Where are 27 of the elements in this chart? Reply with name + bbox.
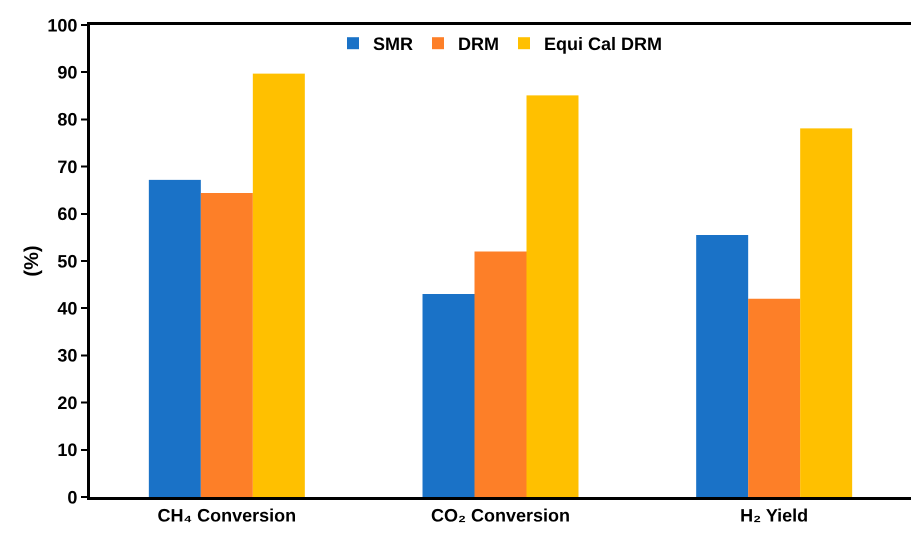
legend-label: Equi Cal DRM (544, 34, 662, 54)
legend-label: SMR (373, 34, 413, 54)
y-tick-label: 10 (57, 440, 78, 460)
y-tick-label: 60 (57, 204, 78, 224)
y-tick-label: 100 (47, 15, 78, 36)
x-tick-label: H₂ Yield (740, 506, 808, 526)
bar (200, 193, 253, 497)
y-tick-label: 80 (57, 110, 78, 130)
y-tick-label: 90 (57, 62, 78, 82)
x-tick-label: CH₄ Conversion (158, 506, 296, 526)
legend-label: DRM (458, 34, 499, 54)
bar (148, 180, 201, 497)
bar (748, 298, 800, 497)
y-tick-label: 50 (57, 251, 78, 272)
bar (800, 128, 852, 497)
y-axis-title: (%) (21, 245, 43, 277)
y-tick-label: 0 (67, 487, 78, 508)
bar (422, 294, 474, 497)
y-tick-label: 20 (57, 392, 78, 413)
bar (526, 95, 578, 497)
x-tick-label: CO₂ Conversion (430, 506, 570, 526)
bar (252, 74, 305, 497)
bar (696, 235, 748, 497)
y-tick-label: 30 (57, 346, 78, 366)
y-tick-label: 70 (57, 156, 78, 177)
y-tick-label: 40 (57, 298, 78, 318)
bar (474, 252, 526, 497)
